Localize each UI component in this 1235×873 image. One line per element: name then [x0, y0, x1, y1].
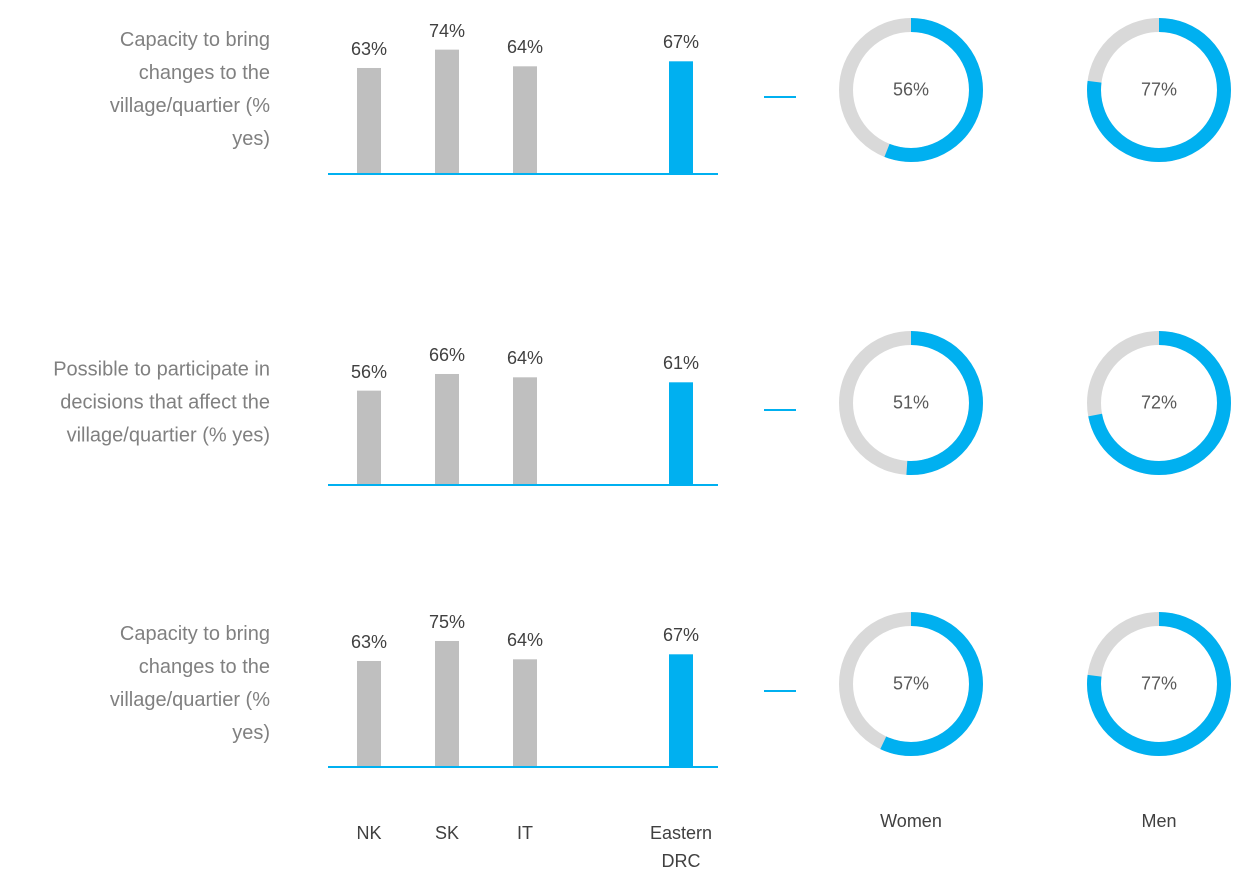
value-label: 67%	[662, 625, 700, 646]
value-label: 63%	[350, 38, 388, 59]
value-label: 66%	[428, 344, 466, 365]
donut-arc	[1087, 331, 1231, 475]
bar	[513, 659, 537, 766]
donut-arc	[1087, 612, 1231, 756]
value-label: 56%	[350, 361, 388, 382]
donut-value-label: 51%	[892, 392, 930, 413]
donut-value-label: 56%	[892, 79, 930, 100]
bar	[669, 654, 693, 766]
value-label: 64%	[506, 37, 544, 58]
value-label: 64%	[506, 348, 544, 369]
row-title: Capacity to bring changes to the village…	[109, 623, 270, 744]
value-label: 61%	[662, 353, 700, 374]
row-title: Capacity to bring changes to the village…	[109, 29, 270, 150]
bar	[513, 377, 537, 484]
bar	[357, 660, 381, 766]
value-label: 74%	[428, 20, 466, 41]
bar	[435, 49, 459, 173]
donut-value-label: 77%	[1140, 673, 1178, 694]
bar	[357, 67, 381, 173]
value-label: 63%	[350, 631, 388, 652]
bar	[513, 66, 537, 173]
donut-value-label: 57%	[892, 673, 930, 694]
donut-value-label: 77%	[1140, 79, 1178, 100]
bar	[357, 390, 381, 484]
bar	[435, 640, 459, 766]
bar	[669, 382, 693, 484]
row-title: Possible to participate in decisions tha…	[53, 358, 270, 447]
donut-arc	[839, 18, 983, 162]
value-label: 64%	[506, 630, 544, 651]
category-label: Eastern DRC	[649, 823, 713, 871]
donut-arc	[839, 612, 983, 756]
donut-value-label: 72%	[1140, 392, 1178, 413]
category-label: NK	[356, 823, 382, 843]
bar	[435, 373, 459, 484]
donut-label: Women	[880, 811, 942, 831]
donut-arc	[839, 331, 983, 475]
donut-arc	[1087, 18, 1231, 162]
category-label: SK	[434, 823, 459, 843]
value-label: 75%	[428, 611, 466, 632]
category-label: IT	[517, 823, 533, 843]
value-label: 67%	[662, 32, 700, 53]
bar	[669, 61, 693, 173]
donut-label: Men	[1141, 811, 1177, 831]
